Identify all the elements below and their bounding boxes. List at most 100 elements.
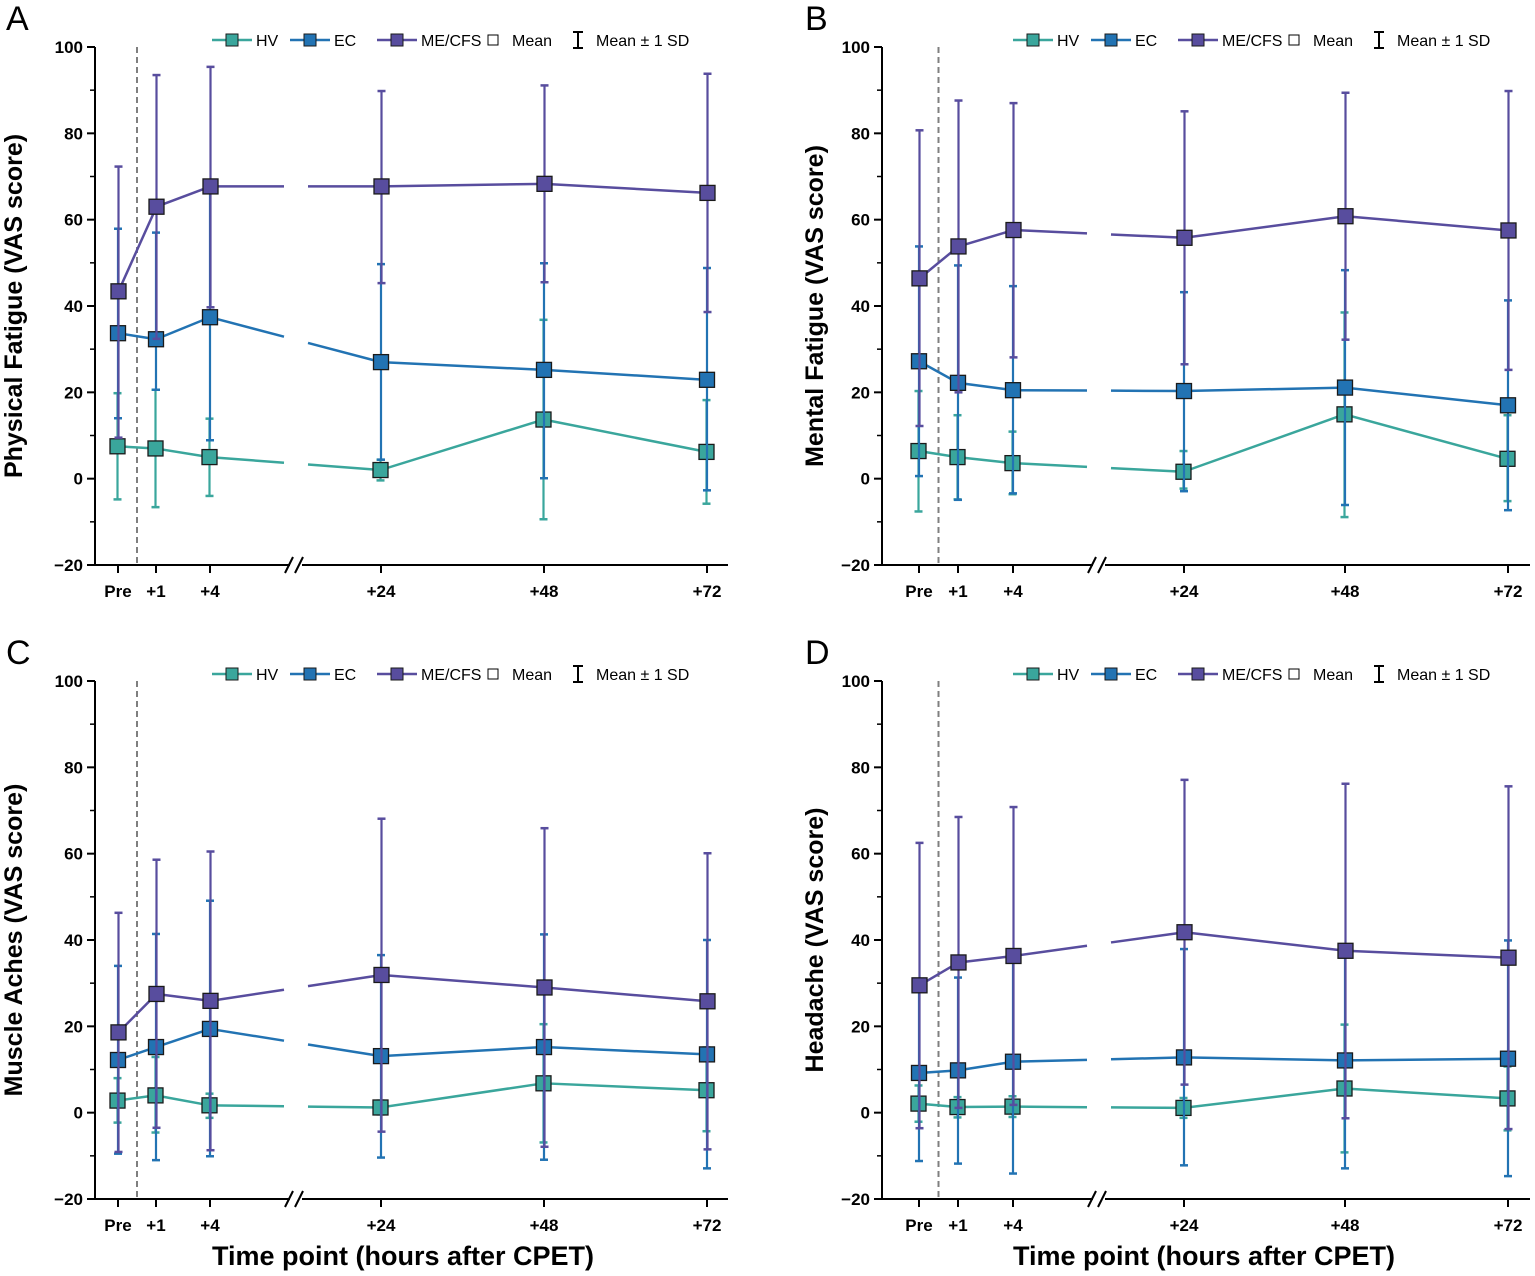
- series-line-ec: [155, 316, 211, 341]
- legend-label: EC: [1135, 33, 1157, 50]
- legend-marker: [303, 33, 317, 47]
- series-line-ec: [155, 1027, 211, 1049]
- legend-label: HV: [1057, 667, 1080, 684]
- y-tick-label: 100: [55, 38, 83, 57]
- legend-marker: [1026, 33, 1040, 47]
- series-line-hv: [1012, 461, 1088, 469]
- marker-me-cfs: [1005, 221, 1022, 239]
- x-tick-label: +24: [367, 1216, 396, 1235]
- series-line-me-cfs: [1013, 228, 1088, 235]
- series-line-me-cfs: [307, 973, 382, 988]
- legend-label: EC: [1135, 667, 1157, 684]
- y-tick-label: 100: [55, 672, 83, 691]
- y-axis-title: Physical Fatigue (VAS score): [0, 134, 28, 478]
- series-line-hv: [209, 1104, 285, 1108]
- series-line-me-cfs: [210, 988, 285, 1003]
- axis-break-mark: [1097, 556, 1107, 574]
- legend-mean-box: [487, 668, 499, 680]
- legend-label: ME/CFS: [421, 33, 481, 50]
- marker-ec: [698, 371, 716, 388]
- marker-ec: [372, 353, 390, 371]
- x-tick-label: Pre: [104, 1216, 131, 1235]
- series-line-ec: [1183, 1056, 1346, 1062]
- series-line-me-cfs: [117, 206, 158, 292]
- series-line-me-cfs: [381, 182, 545, 188]
- y-tick-label: 20: [851, 1017, 870, 1036]
- marker-hv: [147, 440, 164, 457]
- axis-break-mark: [294, 1190, 304, 1208]
- series-line-me-cfs: [381, 973, 545, 989]
- marker-me-cfs: [373, 966, 390, 984]
- y-tick-label: 60: [64, 845, 83, 864]
- marker-me-cfs: [1176, 924, 1193, 941]
- series-line-me-cfs: [1013, 944, 1088, 958]
- legend-label: Mean: [1313, 33, 1353, 50]
- marker-ec: [1336, 379, 1354, 396]
- y-tick-label: 0: [74, 470, 83, 489]
- x-tick-label: +72: [1494, 582, 1523, 601]
- x-axis-title-right: Time point (hours after CPET): [1013, 1241, 1395, 1271]
- y-tick-label: 20: [64, 383, 83, 402]
- marker-me-cfs: [373, 178, 390, 195]
- legend-label: Mean: [512, 667, 552, 684]
- x-tick-label: +4: [1003, 582, 1023, 601]
- series-line-me-cfs: [544, 986, 708, 1003]
- y-tick-label: −20: [841, 1190, 870, 1209]
- series-line-ec: [543, 1045, 708, 1056]
- x-tick-label: +48: [1331, 582, 1360, 601]
- x-tick-label: +24: [367, 582, 396, 601]
- x-tick-label: Pre: [905, 582, 932, 601]
- x-tick-label: Pre: [104, 582, 131, 601]
- series-line-me-cfs: [1110, 233, 1185, 240]
- y-axis-title: Mental Fatigue (VAS score): [801, 145, 829, 467]
- series-line-hv: [307, 1105, 381, 1109]
- marker-me-cfs: [110, 1024, 127, 1041]
- panel-b: B −20 0 20 40 60 80 100 Pre +1 +4 +24 +48 +72 Mental …: [801, 0, 1530, 601]
- legend-label: Mean: [1313, 667, 1353, 684]
- panel-c: C −20 0 20 40 60 80 100 Pre +1 +4 +24 +48 +72 Muscle …: [0, 634, 728, 1235]
- marker-me-cfs: [110, 283, 127, 300]
- legend-mean-box: [487, 34, 499, 46]
- marker-me-cfs: [699, 993, 716, 1010]
- x-tick-label: +48: [1331, 1216, 1360, 1235]
- legend-label: Mean ± 1 SD: [1397, 667, 1490, 684]
- series-line-me-cfs: [156, 992, 211, 1003]
- legend-label: HV: [256, 667, 279, 684]
- marker-ec: [1004, 382, 1022, 399]
- series-line-hv: [1344, 413, 1508, 461]
- x-tick-label: +48: [530, 1216, 559, 1235]
- series-line-me-cfs: [1345, 949, 1509, 959]
- series-line-me-cfs: [544, 182, 708, 195]
- x-tick-label: +24: [1170, 582, 1199, 601]
- series-line-hv: [1183, 1087, 1345, 1110]
- y-tick-label: 40: [851, 297, 870, 316]
- panel-a: A −20 0 20 40 60 80 100 Pre +1 +4 +24 +48 +72 Physica…: [0, 0, 728, 601]
- series-line-hv: [957, 455, 1013, 465]
- y-tick-label: 60: [851, 845, 870, 864]
- x-tick-label: +24: [1170, 1216, 1199, 1235]
- marker-me-cfs: [1337, 942, 1354, 959]
- y-tick-label: 80: [851, 124, 870, 143]
- series-line-hv: [1012, 1105, 1088, 1109]
- series-line-hv: [155, 447, 210, 459]
- marker-hv: [201, 448, 218, 466]
- legend-label: Mean: [512, 33, 552, 50]
- y-tick-label: 80: [64, 124, 83, 143]
- legend-mean-box: [1288, 668, 1300, 680]
- marker-me-cfs: [1500, 222, 1517, 239]
- marker-me-cfs: [950, 238, 967, 255]
- legend-marker: [1026, 667, 1040, 681]
- series-line-hv: [209, 455, 285, 464]
- legend-marker: [303, 667, 317, 681]
- y-tick-label: 20: [851, 383, 870, 402]
- axis-break-mark: [1087, 556, 1097, 574]
- marker-me-cfs: [536, 175, 553, 192]
- y-tick-label: 100: [842, 672, 870, 691]
- x-tick-label: +4: [200, 582, 220, 601]
- y-tick-label: 40: [64, 931, 83, 950]
- legend-label: EC: [334, 667, 356, 684]
- series-line-hv: [543, 418, 707, 454]
- series-line-hv: [155, 1094, 210, 1107]
- series-line-ec: [209, 316, 285, 338]
- y-tick-label: 0: [74, 1104, 83, 1123]
